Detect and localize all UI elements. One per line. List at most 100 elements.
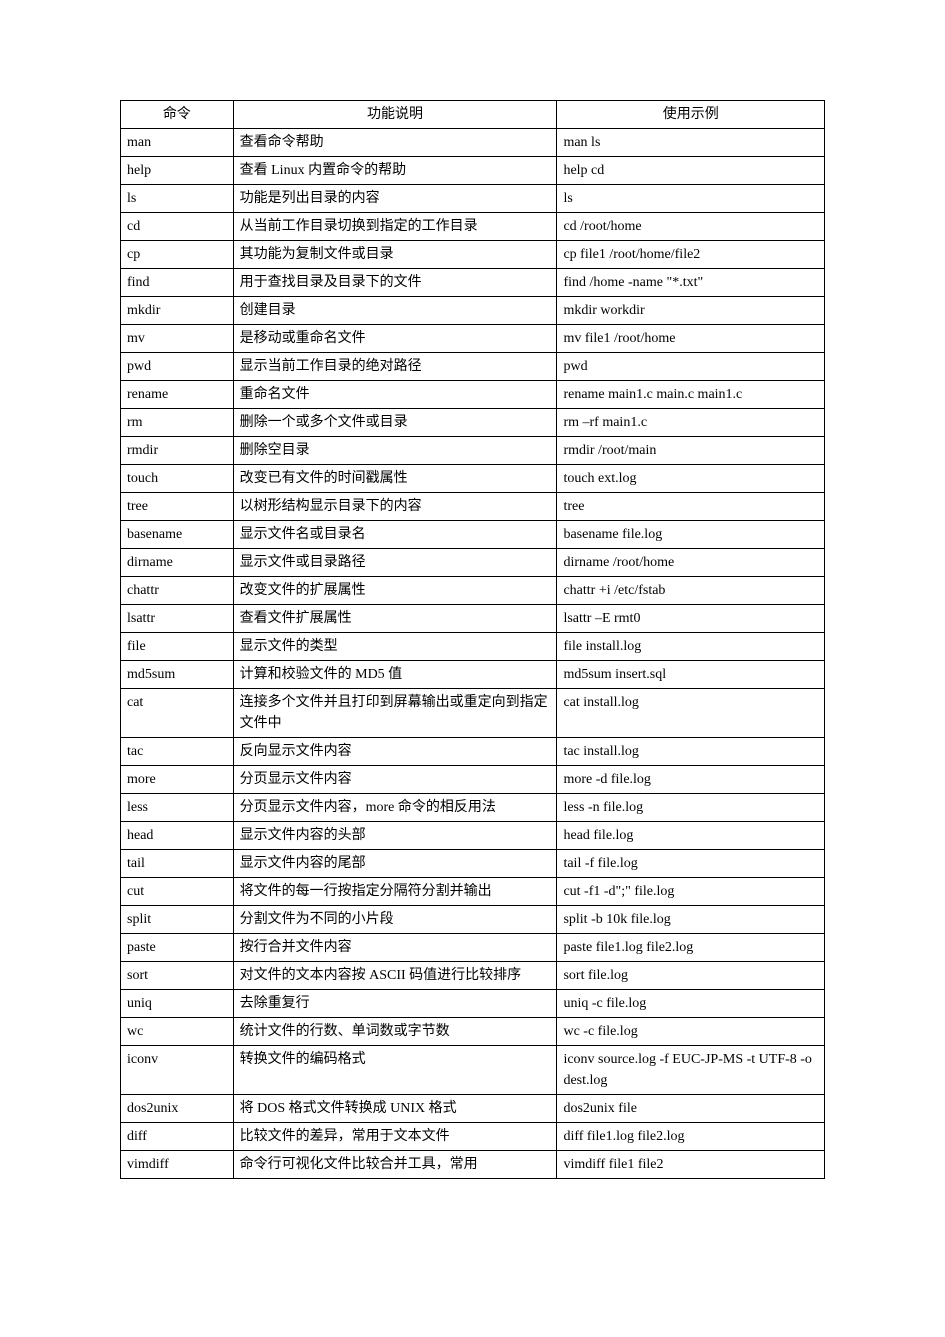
table-row: rename重命名文件rename main1.c main.c main1.c bbox=[121, 381, 825, 409]
cell-example: paste file1.log file2.log bbox=[557, 934, 825, 962]
cell-example: chattr +i /etc/fstab bbox=[557, 577, 825, 605]
header-example: 使用示例 bbox=[557, 101, 825, 129]
cell-description: 将 DOS 格式文件转换成 UNIX 格式 bbox=[233, 1095, 557, 1123]
cell-example: less -n file.log bbox=[557, 794, 825, 822]
cell-example: iconv source.log -f EUC-JP-MS -t UTF-8 -… bbox=[557, 1046, 825, 1095]
cell-command: wc bbox=[121, 1018, 234, 1046]
cell-description: 显示文件的类型 bbox=[233, 633, 557, 661]
table-row: split分割文件为不同的小片段split -b 10k file.log bbox=[121, 906, 825, 934]
cell-command: rm bbox=[121, 409, 234, 437]
cell-command: touch bbox=[121, 465, 234, 493]
table-row: uniq去除重复行uniq -c file.log bbox=[121, 990, 825, 1018]
command-reference-table: 命令 功能说明 使用示例 man查看命令帮助man lshelp查看 Linux… bbox=[120, 100, 825, 1179]
cell-example: mkdir workdir bbox=[557, 297, 825, 325]
cell-example: ls bbox=[557, 185, 825, 213]
cell-command: more bbox=[121, 766, 234, 794]
cell-description: 查看命令帮助 bbox=[233, 129, 557, 157]
cell-command: diff bbox=[121, 1123, 234, 1151]
table-row: wc统计文件的行数、单词数或字节数wc -c file.log bbox=[121, 1018, 825, 1046]
table-row: dos2unix将 DOS 格式文件转换成 UNIX 格式dos2unix fi… bbox=[121, 1095, 825, 1123]
cell-description: 从当前工作目录切换到指定的工作目录 bbox=[233, 213, 557, 241]
table-row: paste按行合并文件内容paste file1.log file2.log bbox=[121, 934, 825, 962]
table-row: md5sum计算和校验文件的 MD5 值md5sum insert.sql bbox=[121, 661, 825, 689]
cell-command: tac bbox=[121, 738, 234, 766]
cell-description: 重命名文件 bbox=[233, 381, 557, 409]
cell-example: uniq -c file.log bbox=[557, 990, 825, 1018]
table-row: less分页显示文件内容，more 命令的相反用法less -n file.lo… bbox=[121, 794, 825, 822]
cell-command: mv bbox=[121, 325, 234, 353]
cell-example: head file.log bbox=[557, 822, 825, 850]
table-row: iconv转换文件的编码格式iconv source.log -f EUC-JP… bbox=[121, 1046, 825, 1095]
cell-example: tail -f file.log bbox=[557, 850, 825, 878]
table-row: lsattr查看文件扩展属性lsattr –E rmt0 bbox=[121, 605, 825, 633]
cell-command: lsattr bbox=[121, 605, 234, 633]
cell-description: 比较文件的差异，常用于文本文件 bbox=[233, 1123, 557, 1151]
cell-description: 转换文件的编码格式 bbox=[233, 1046, 557, 1095]
table-row: cp其功能为复制文件或目录cp file1 /root/home/file2 bbox=[121, 241, 825, 269]
cell-example: vimdiff file1 file2 bbox=[557, 1151, 825, 1179]
cell-example: find /home -name "*.txt" bbox=[557, 269, 825, 297]
cell-description: 显示文件或目录路径 bbox=[233, 549, 557, 577]
table-row: man查看命令帮助man ls bbox=[121, 129, 825, 157]
header-command: 命令 bbox=[121, 101, 234, 129]
cell-command: vimdiff bbox=[121, 1151, 234, 1179]
cell-example: pwd bbox=[557, 353, 825, 381]
table-row: dirname显示文件或目录路径dirname /root/home bbox=[121, 549, 825, 577]
cell-command: cd bbox=[121, 213, 234, 241]
cell-description: 功能是列出目录的内容 bbox=[233, 185, 557, 213]
table-row: cat连接多个文件并且打印到屏幕输出或重定向到指定文件中cat install.… bbox=[121, 689, 825, 738]
cell-command: paste bbox=[121, 934, 234, 962]
cell-example: diff file1.log file2.log bbox=[557, 1123, 825, 1151]
cell-example: dirname /root/home bbox=[557, 549, 825, 577]
cell-description: 命令行可视化文件比较合并工具，常用 bbox=[233, 1151, 557, 1179]
cell-description: 连接多个文件并且打印到屏幕输出或重定向到指定文件中 bbox=[233, 689, 557, 738]
cell-command: tree bbox=[121, 493, 234, 521]
cell-example: cat install.log bbox=[557, 689, 825, 738]
cell-description: 分页显示文件内容 bbox=[233, 766, 557, 794]
cell-example: wc -c file.log bbox=[557, 1018, 825, 1046]
cell-example: rm –rf main1.c bbox=[557, 409, 825, 437]
cell-example: basename file.log bbox=[557, 521, 825, 549]
cell-command: tail bbox=[121, 850, 234, 878]
cell-example: man ls bbox=[557, 129, 825, 157]
cell-command: less bbox=[121, 794, 234, 822]
table-row: tail显示文件内容的尾部tail -f file.log bbox=[121, 850, 825, 878]
table-row: help查看 Linux 内置命令的帮助help cd bbox=[121, 157, 825, 185]
cell-description: 删除一个或多个文件或目录 bbox=[233, 409, 557, 437]
cell-description: 显示当前工作目录的绝对路径 bbox=[233, 353, 557, 381]
cell-description: 分页显示文件内容，more 命令的相反用法 bbox=[233, 794, 557, 822]
cell-command: rename bbox=[121, 381, 234, 409]
table-row: find用于查找目录及目录下的文件find /home -name "*.txt… bbox=[121, 269, 825, 297]
cell-command: mkdir bbox=[121, 297, 234, 325]
cell-command: dos2unix bbox=[121, 1095, 234, 1123]
cell-example: rmdir /root/main bbox=[557, 437, 825, 465]
cell-description: 按行合并文件内容 bbox=[233, 934, 557, 962]
table-row: basename显示文件名或目录名basename file.log bbox=[121, 521, 825, 549]
cell-description: 删除空目录 bbox=[233, 437, 557, 465]
table-row: vimdiff命令行可视化文件比较合并工具，常用vimdiff file1 fi… bbox=[121, 1151, 825, 1179]
cell-example: cd /root/home bbox=[557, 213, 825, 241]
table-row: ls功能是列出目录的内容ls bbox=[121, 185, 825, 213]
table-row: head显示文件内容的头部head file.log bbox=[121, 822, 825, 850]
header-description: 功能说明 bbox=[233, 101, 557, 129]
cell-example: cut -f1 -d";" file.log bbox=[557, 878, 825, 906]
cell-description: 其功能为复制文件或目录 bbox=[233, 241, 557, 269]
cell-command: man bbox=[121, 129, 234, 157]
cell-description: 计算和校验文件的 MD5 值 bbox=[233, 661, 557, 689]
cell-description: 统计文件的行数、单词数或字节数 bbox=[233, 1018, 557, 1046]
cell-command: rmdir bbox=[121, 437, 234, 465]
cell-description: 对文件的文本内容按 ASCII 码值进行比较排序 bbox=[233, 962, 557, 990]
cell-command: chattr bbox=[121, 577, 234, 605]
cell-example: cp file1 /root/home/file2 bbox=[557, 241, 825, 269]
table-row: mv是移动或重命名文件mv file1 /root/home bbox=[121, 325, 825, 353]
cell-description: 将文件的每一行按指定分隔符分割并输出 bbox=[233, 878, 557, 906]
table-row: cut将文件的每一行按指定分隔符分割并输出cut -f1 -d";" file.… bbox=[121, 878, 825, 906]
table-row: tree以树形结构显示目录下的内容tree bbox=[121, 493, 825, 521]
cell-example: tac install.log bbox=[557, 738, 825, 766]
cell-description: 去除重复行 bbox=[233, 990, 557, 1018]
cell-command: split bbox=[121, 906, 234, 934]
cell-description: 显示文件内容的尾部 bbox=[233, 850, 557, 878]
cell-command: iconv bbox=[121, 1046, 234, 1095]
table-body: man查看命令帮助man lshelp查看 Linux 内置命令的帮助help … bbox=[121, 129, 825, 1179]
cell-description: 改变已有文件的时间戳属性 bbox=[233, 465, 557, 493]
